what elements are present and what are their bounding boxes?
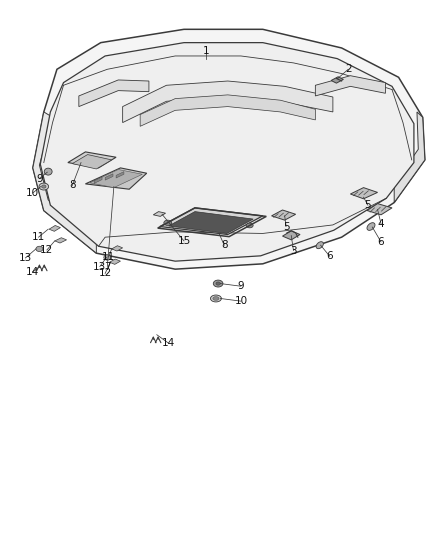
Polygon shape	[110, 259, 120, 264]
Text: 11: 11	[32, 232, 45, 242]
Polygon shape	[283, 231, 300, 240]
Polygon shape	[33, 112, 96, 253]
Ellipse shape	[42, 185, 46, 188]
Text: 10: 10	[234, 296, 247, 306]
Polygon shape	[153, 212, 166, 216]
Polygon shape	[105, 174, 113, 180]
Ellipse shape	[367, 223, 375, 230]
Polygon shape	[55, 238, 67, 243]
Polygon shape	[394, 112, 425, 203]
Ellipse shape	[316, 241, 323, 249]
Ellipse shape	[164, 220, 172, 225]
Polygon shape	[85, 168, 147, 189]
Text: 15: 15	[177, 236, 191, 246]
Ellipse shape	[44, 168, 52, 175]
Ellipse shape	[210, 295, 221, 302]
Text: 3: 3	[290, 246, 297, 255]
Text: 13: 13	[19, 253, 32, 263]
Polygon shape	[169, 212, 253, 233]
Text: 8: 8	[221, 240, 228, 250]
Polygon shape	[90, 169, 142, 188]
Ellipse shape	[104, 255, 111, 260]
Text: 7: 7	[104, 262, 111, 271]
Polygon shape	[140, 95, 315, 126]
Text: 12: 12	[40, 245, 53, 255]
Text: 8: 8	[69, 181, 76, 190]
Text: 12: 12	[99, 269, 112, 278]
Polygon shape	[33, 29, 425, 269]
Polygon shape	[116, 172, 124, 178]
Text: 9: 9	[36, 174, 43, 183]
Polygon shape	[331, 77, 343, 83]
Polygon shape	[94, 177, 102, 183]
Polygon shape	[123, 81, 333, 123]
Text: 6: 6	[326, 252, 333, 261]
Polygon shape	[79, 80, 149, 107]
Polygon shape	[350, 188, 378, 199]
Polygon shape	[72, 155, 112, 169]
Text: 10: 10	[26, 188, 39, 198]
Text: 11: 11	[102, 252, 115, 262]
Ellipse shape	[246, 223, 253, 228]
Text: 14: 14	[162, 338, 175, 348]
Polygon shape	[160, 208, 263, 235]
Polygon shape	[68, 152, 116, 168]
Ellipse shape	[213, 296, 219, 301]
Text: 14: 14	[26, 267, 39, 277]
Polygon shape	[315, 76, 385, 96]
Text: 1: 1	[202, 46, 209, 55]
Text: 5: 5	[364, 200, 371, 210]
Text: 9: 9	[237, 281, 244, 291]
Polygon shape	[272, 210, 296, 220]
Text: 2: 2	[345, 64, 352, 74]
Ellipse shape	[36, 246, 43, 252]
Text: 6: 6	[378, 237, 385, 247]
Ellipse shape	[39, 183, 49, 190]
Polygon shape	[367, 204, 392, 215]
Ellipse shape	[213, 280, 223, 287]
Polygon shape	[49, 225, 60, 231]
Text: 4: 4	[378, 219, 385, 229]
Polygon shape	[40, 43, 414, 261]
Text: 13: 13	[93, 262, 106, 271]
Ellipse shape	[216, 282, 220, 285]
Text: 5: 5	[283, 222, 290, 231]
Polygon shape	[112, 246, 123, 251]
